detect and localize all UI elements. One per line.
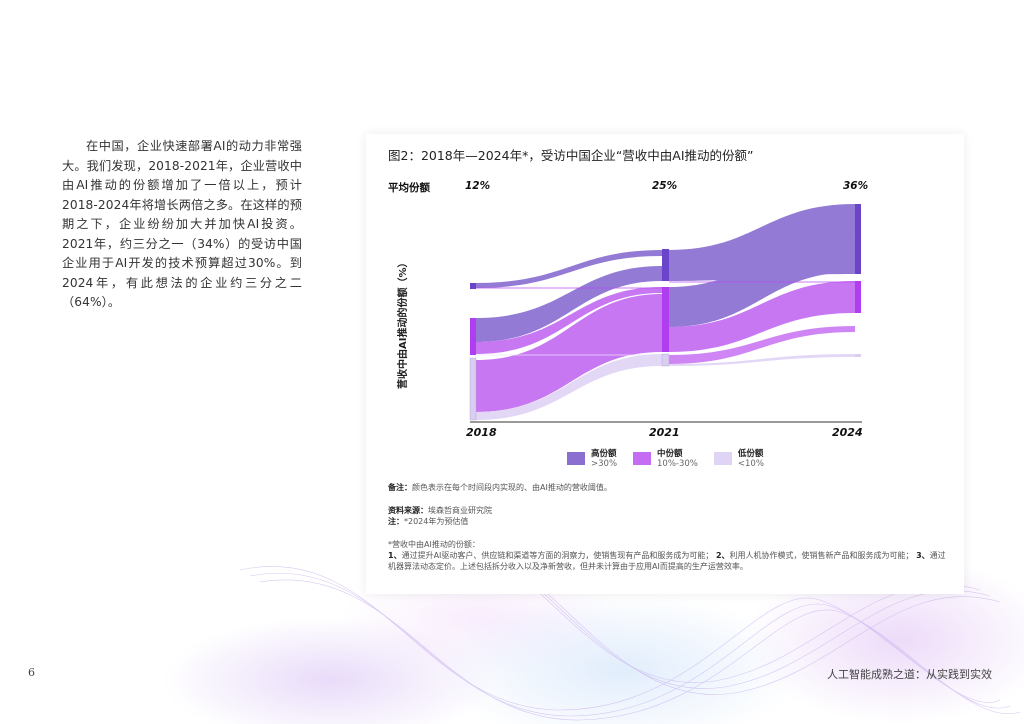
node-2021-mid [662,287,669,352]
node-2018-low [469,357,477,421]
remark-note: 备注：颜色表示在每个时间段内实现的、由AI推动的营收阈值。 [388,483,612,492]
node-2021-low [661,353,670,367]
legend-swatch-mid [633,452,652,465]
sankey-chart [469,204,862,423]
flows-2021-2024 [669,204,855,366]
figure-title: 图2：2018年—2024年*，受访中国企业“营收中由AI推动的份额” [388,148,754,163]
nodes-2024 [855,204,861,357]
legend-swatch-high [567,452,585,465]
flow-low-to-low [476,354,662,420]
flow-high-to-high [476,250,662,288]
legend-item-high: 高份额 >30% [567,449,617,469]
average-share-2018: 12% [465,180,491,192]
node-2024-low [855,354,861,357]
body-text: 在中国，企业快速部署AI的动力非常强大。我们发现，2018-2021年，企业营收… [62,139,302,309]
legend-swatch-low [713,452,732,465]
node-2024-high [855,204,861,274]
x-tick-2018: 2018 [466,426,497,439]
footnote-body: 1、通过提升AI驱动客户、供应链和渠道等方面的洞察力，使销售现有产品和服务成为可… [388,551,946,571]
legend-name-low: 低份额 [737,449,764,459]
footer-doc-title: 人工智能成熟之道：从实践到实效 [827,668,992,681]
flow-low-to-mid-2024 [669,326,855,364]
node-2018-mid [470,318,476,355]
x-tick-2021: 2021 [649,426,680,439]
figure-card: 图2：2018年—2024年*，受访中国企业“营收中由AI推动的份额” 平均份额… [366,134,964,594]
nodes-2018 [469,283,477,421]
flow-low-to-low-2024 [669,354,855,366]
average-share-label: 平均份额 [388,182,430,194]
footnote-title: *营收中由AI推动的份额： [388,540,480,549]
flow-low-to-mid [476,294,662,412]
legend-range-low: <10% [737,459,764,469]
source-note: 资料来源：埃森哲商业研究院 [388,506,492,515]
legend-item-low: 低份额 <10% [713,449,764,469]
node-2024-mid [855,281,861,313]
node-2021-high [662,249,669,281]
nodes-2021 [661,249,670,367]
legend-range-high: >30% [591,459,618,469]
legend-name-high: 高份额 [591,449,617,459]
flow-mid-to-mid-2024 [669,281,855,352]
chart-legend: 高份额 >30% 中份额 10%-30% 低份额 <10% [567,449,764,469]
legend-name-mid: 中份额 [657,449,683,459]
flow-mid-to-mid [476,287,662,354]
flow-mid-to-high [476,266,662,342]
legend-item-mid: 中份额 10%-30% [633,449,698,469]
page-number: 6 [28,666,35,679]
body-paragraph: 在中国，企业快速部署AI的动力非常强大。我们发现，2018-2021年，企业营收… [62,137,302,313]
node-2018-high [470,283,476,289]
average-share-2021: 25% [652,180,678,192]
figure-notes: 备注：颜色表示在每个时间段内实现的、由AI推动的营收阈值。 资料来源：埃森哲商业… [388,482,948,572]
average-share-2024: 36% [843,180,869,192]
estimate-note: 注：*2024年为预估值 [388,517,469,526]
x-tick-2024: 2024 [832,426,863,439]
flow-mid-to-high-2024 [669,232,855,327]
legend-range-mid: 10%-30% [657,459,698,469]
flows-2018-2021 [476,250,662,420]
